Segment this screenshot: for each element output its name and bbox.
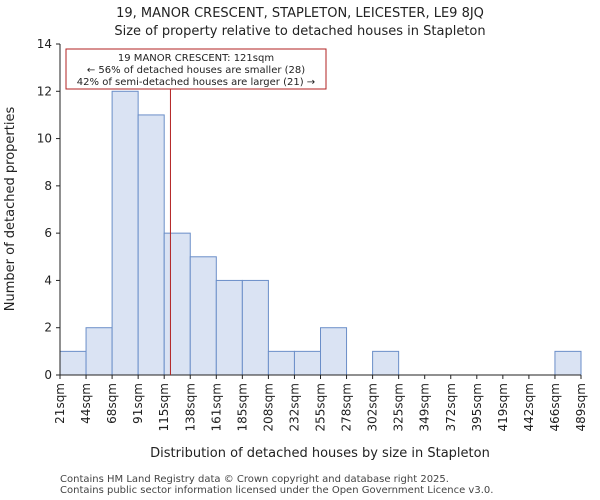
y-tick-label: 0 <box>44 368 52 382</box>
bars-group <box>59 90 582 376</box>
bar <box>215 279 243 376</box>
bar <box>137 114 165 376</box>
annotation-box <box>65 48 327 90</box>
bar <box>241 279 269 376</box>
x-tick-label: 208sqm <box>261 383 275 431</box>
y-tick-label: 6 <box>44 226 52 240</box>
chart-title: 19, MANOR CRESCENT, STAPLETON, LEICESTER… <box>116 6 484 21</box>
x-tick-label: 466sqm <box>548 383 562 431</box>
annotation-line: ← 56% of detached houses are smaller (28… <box>87 65 305 76</box>
annotation-line: 19 MANOR CRESCENT: 121sqm <box>118 53 274 64</box>
y-axis: 0 2 4 6 8 10 12 14 <box>37 37 61 382</box>
x-tick-label: 419sqm <box>496 383 510 431</box>
x-tick-label: 21sqm <box>53 383 67 424</box>
bar <box>293 350 322 376</box>
y-tick-label: 10 <box>37 132 52 146</box>
x-tick-label: 325sqm <box>392 383 406 431</box>
x-tick-label: 255sqm <box>314 383 328 431</box>
x-tick-label: 395sqm <box>470 383 484 431</box>
x-tick-label: 372sqm <box>444 383 458 431</box>
footer-line-2: Contains public sector information licen… <box>60 485 494 496</box>
bar <box>267 350 295 376</box>
chart-subtitle: Size of property relative to detached ho… <box>114 24 486 39</box>
annotation-group: 19 MANOR CRESCENT: 121sqm← 56% of detach… <box>65 48 327 375</box>
bar <box>111 90 139 376</box>
x-tick-label: 349sqm <box>418 383 432 431</box>
y-tick-label: 2 <box>44 321 52 335</box>
x-tick-label: 278sqm <box>340 383 354 431</box>
bar <box>554 350 582 376</box>
x-tick-label: 161sqm <box>209 383 223 431</box>
x-tick-label: 442sqm <box>522 383 536 431</box>
x-tick-label: 232sqm <box>287 383 301 431</box>
x-tick-label: 489sqm <box>574 383 588 431</box>
annotation-line: 42% of semi-detached houses are larger (… <box>77 77 315 88</box>
y-tick-label: 14 <box>37 37 52 51</box>
bar <box>189 256 217 376</box>
y-tick-label: 12 <box>37 84 52 98</box>
bar <box>85 327 113 376</box>
x-tick-label: 302sqm <box>366 383 380 431</box>
bar <box>163 232 191 376</box>
x-tick-label: 185sqm <box>235 383 249 431</box>
x-tick-label: 44sqm <box>79 383 93 424</box>
x-tick-label: 115sqm <box>157 383 171 431</box>
footer-line-1: Contains HM Land Registry data © Crown c… <box>60 474 449 485</box>
bar <box>372 350 400 376</box>
x-axis: 21sqm 44sqm 68sqm 91sqm 115sqm 138sqm 161sqm 18… <box>53 374 588 431</box>
y-tick-label: 4 <box>44 273 52 287</box>
x-axis-label: Distribution of detached houses by size … <box>150 446 490 461</box>
bar <box>320 327 348 376</box>
y-tick-label: 8 <box>44 179 52 193</box>
bar <box>59 350 87 376</box>
x-tick-label: 91sqm <box>131 383 145 424</box>
y-axis-label: Number of detached properties <box>3 107 18 312</box>
x-tick-label: 68sqm <box>105 383 119 424</box>
x-tick-label: 138sqm <box>183 383 197 431</box>
